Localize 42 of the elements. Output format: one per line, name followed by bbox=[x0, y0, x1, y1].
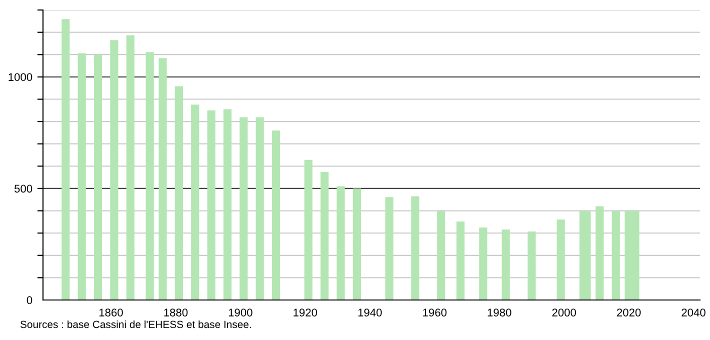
x-tick-label: 1980 bbox=[488, 308, 512, 316]
bar bbox=[437, 210, 446, 300]
source-note: Sources : base Cassini de l'EHESS et base Insee. bbox=[20, 320, 251, 328]
bar bbox=[272, 130, 280, 300]
bar bbox=[411, 196, 420, 300]
y-tick-label: 0 bbox=[26, 296, 32, 304]
x-tick-label: 1900 bbox=[228, 308, 252, 316]
bar bbox=[320, 172, 329, 300]
bar bbox=[502, 230, 510, 300]
bar bbox=[304, 160, 312, 300]
bar bbox=[78, 53, 86, 300]
bar bbox=[456, 221, 465, 300]
bar bbox=[94, 54, 102, 300]
bar bbox=[223, 109, 232, 300]
x-tick-label: 1960 bbox=[423, 308, 447, 316]
bar bbox=[256, 117, 264, 300]
bar bbox=[612, 210, 620, 300]
bar bbox=[352, 188, 361, 300]
bar bbox=[146, 52, 154, 300]
bar bbox=[207, 110, 216, 300]
bar bbox=[174, 86, 183, 300]
bar bbox=[158, 58, 167, 300]
y-tick-label: 500 bbox=[14, 184, 32, 193]
x-tick-label: 1940 bbox=[358, 308, 382, 316]
bar bbox=[479, 228, 488, 300]
bar bbox=[110, 40, 118, 300]
x-tick-label: 2040 bbox=[682, 308, 706, 316]
x-tick-label: 2000 bbox=[552, 308, 576, 316]
bar bbox=[336, 186, 345, 300]
bar bbox=[240, 117, 248, 300]
x-tick-label: 1880 bbox=[164, 308, 188, 316]
y-tick-label: 1000 bbox=[8, 73, 32, 82]
bar bbox=[596, 206, 604, 300]
x-tick-label: 1920 bbox=[294, 308, 318, 316]
bar bbox=[191, 104, 200, 300]
x-tick-label: 1860 bbox=[99, 308, 123, 316]
bar bbox=[385, 197, 394, 300]
bar bbox=[528, 232, 536, 300]
bar bbox=[556, 219, 565, 300]
x-tick-label: 2020 bbox=[617, 308, 641, 316]
bar bbox=[62, 19, 70, 300]
bar bbox=[126, 35, 134, 300]
